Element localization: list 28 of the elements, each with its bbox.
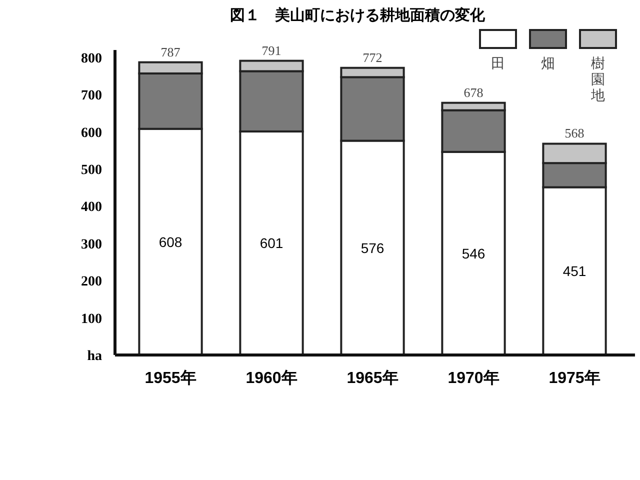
data-label: 576 bbox=[360, 240, 384, 256]
legend-label: 樹園地 bbox=[590, 55, 605, 103]
total-label: 791 bbox=[262, 42, 282, 58]
data-label: 601 bbox=[260, 235, 284, 252]
total-label: 772 bbox=[362, 50, 382, 65]
x-tick-label: 1970年 bbox=[448, 369, 500, 387]
y-tick-label: 200 bbox=[81, 274, 102, 290]
y-tick-label: 300 bbox=[81, 237, 102, 252]
legend-label: 田 bbox=[491, 55, 505, 71]
data-label: 546 bbox=[462, 245, 486, 262]
y-tick-label: 100 bbox=[81, 312, 102, 327]
x-tick-label: 1965年 bbox=[346, 369, 398, 387]
y-tick-label: 600 bbox=[81, 126, 102, 141]
x-tick-label: 1955年 bbox=[144, 369, 196, 387]
x-tick-label: 1975年 bbox=[548, 369, 600, 387]
total-label: 787 bbox=[160, 44, 181, 60]
y-tick-label: 400 bbox=[81, 200, 102, 216]
y-tick-label: 800 bbox=[81, 51, 102, 66]
legend-label: 畑 bbox=[541, 55, 555, 71]
data-label: 451 bbox=[562, 263, 586, 280]
y-tick-label: 500 bbox=[81, 163, 102, 178]
chart-title: 図１ 美山町における耕地面積の変化 bbox=[230, 6, 486, 24]
x-tick-label: 1960年 bbox=[246, 369, 298, 387]
y-tick-label: ha bbox=[87, 349, 102, 364]
data-label: 608 bbox=[158, 234, 182, 250]
y-tick-label: 700 bbox=[81, 88, 102, 104]
total-label: 678 bbox=[464, 84, 484, 100]
total-label: 568 bbox=[564, 126, 584, 141]
